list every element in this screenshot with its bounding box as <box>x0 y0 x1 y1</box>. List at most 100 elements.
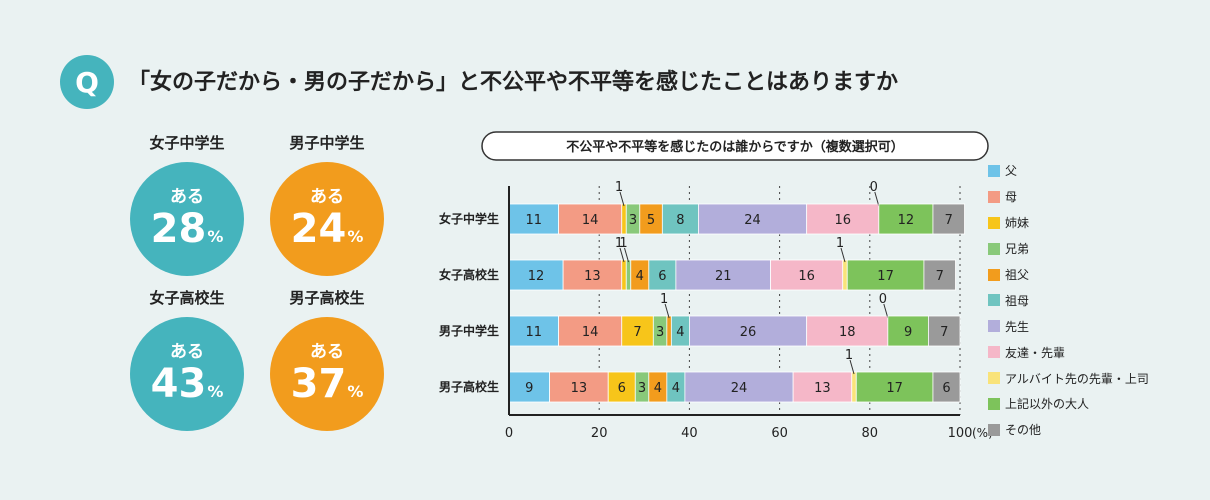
percent-unit: % <box>347 227 364 246</box>
summary-circle: ある 24% <box>270 162 384 276</box>
data-label: 1 <box>845 348 853 363</box>
data-label: 13 <box>814 381 831 396</box>
leader-line <box>840 247 846 263</box>
leader-line <box>624 247 629 263</box>
leader-line <box>619 191 625 207</box>
legend-swatch <box>988 372 1000 385</box>
data-label: 4 <box>676 325 684 340</box>
bar-segment <box>851 371 857 403</box>
bar-segment <box>675 259 771 291</box>
tick-label: 20 <box>591 426 608 441</box>
x-unit-label: (%) <box>972 426 993 440</box>
data-label: 11 <box>526 213 543 228</box>
legend-label: 父 <box>1005 164 1018 179</box>
bar-segment <box>887 315 929 347</box>
bar-segment <box>508 315 560 347</box>
category-label: 女子中学生 <box>439 211 499 226</box>
data-label: 4 <box>636 269 644 284</box>
data-label: 6 <box>618 381 626 396</box>
legend-swatch <box>988 294 1000 307</box>
legend-item: 祖母 <box>988 287 1149 313</box>
bar-segment <box>621 203 627 235</box>
legend-item: アルバイト先の先輩・上司 <box>988 365 1149 391</box>
data-label: 21 <box>715 269 732 284</box>
bar-segment <box>689 315 808 347</box>
aru-label: ある <box>170 187 204 207</box>
aru-label: ある <box>170 342 204 362</box>
data-label: 13 <box>584 269 601 284</box>
data-label: 7 <box>633 325 641 340</box>
category-label: 女子高校生 <box>439 267 499 282</box>
data-label: 7 <box>945 213 953 228</box>
summary-group-high-school-girls: 女子高校生 ある 43% <box>127 287 247 431</box>
tick-label: 40 <box>681 426 698 441</box>
data-label: 5 <box>647 213 655 228</box>
data-label: 18 <box>839 325 856 340</box>
data-label: 12 <box>898 213 915 228</box>
legend-item: 友達・先輩 <box>988 339 1149 365</box>
bar-segment <box>928 315 961 347</box>
legend-label: 祖父 <box>1005 268 1030 282</box>
summary-label: 男子高校生 <box>289 289 365 307</box>
bar-segment <box>508 371 550 403</box>
bar-segment <box>558 315 623 347</box>
data-label: 17 <box>886 381 903 396</box>
tick-label: 0 <box>505 426 513 441</box>
bar-segment <box>842 259 848 291</box>
legend-item: 母 <box>988 184 1149 210</box>
summary-circle: ある 43% <box>130 317 244 431</box>
data-label: 0 <box>879 292 887 307</box>
data-label: 1 <box>619 236 627 251</box>
bar-segment <box>621 259 627 291</box>
data-label: 6 <box>658 269 666 284</box>
bar-segment <box>855 371 934 403</box>
data-label: 24 <box>744 213 761 228</box>
legend-label: その他 <box>1005 423 1042 438</box>
summary-label: 女子中学生 <box>149 134 225 152</box>
data-label: 17 <box>877 269 894 284</box>
leader-line <box>619 247 625 263</box>
bar-segment <box>666 315 672 347</box>
legend-item: 祖父 <box>988 262 1149 288</box>
percent-unit: % <box>207 227 224 246</box>
legend-swatch <box>988 423 1000 436</box>
bar-segment <box>923 259 956 291</box>
summary-label: 女子高校生 <box>149 289 225 307</box>
legend-item: 姉妹 <box>988 210 1149 236</box>
chart-title-pill <box>481 131 989 161</box>
bar-segment <box>661 203 699 235</box>
data-label: 0 <box>870 180 878 195</box>
bar-segment <box>932 371 961 403</box>
data-label: 7 <box>940 325 948 340</box>
summary-circle: ある 28% <box>130 162 244 276</box>
category-label: 男子高校生 <box>439 379 499 394</box>
percent-value: 37 <box>290 361 347 407</box>
legend-label: 母 <box>1005 190 1018 205</box>
data-label: 1 <box>660 292 668 307</box>
legend-label: 先生 <box>1005 319 1030 334</box>
bar-segment <box>846 259 925 291</box>
legend-swatch <box>988 164 1000 177</box>
summary-group-high-school-boys: 男子高校生 ある 37% <box>267 287 387 431</box>
legend-item: 兄弟 <box>988 236 1149 262</box>
summary-label: 男子中学生 <box>289 134 365 152</box>
legend-swatch <box>988 216 1000 229</box>
data-label: 9 <box>525 381 533 396</box>
percent-unit: % <box>207 382 224 401</box>
leader-line <box>664 303 670 319</box>
bar-segment <box>562 259 623 291</box>
legend-item: 父 <box>988 158 1149 184</box>
data-label: 9 <box>904 325 912 340</box>
data-label: 4 <box>654 381 662 396</box>
question-title: 「女の子だから・男の子だから」と不公平や不平等を感じたことはありますか <box>128 70 899 95</box>
tick-label: 100 <box>948 426 973 441</box>
bar-segment <box>625 259 632 291</box>
summary-circle: ある 37% <box>270 317 384 431</box>
legend-item: 上記以外の大人 <box>988 391 1149 417</box>
leader-line <box>883 303 889 319</box>
data-label: 16 <box>798 269 815 284</box>
data-label: 7 <box>936 269 944 284</box>
leader-line <box>874 191 880 207</box>
legend-swatch <box>988 346 1000 359</box>
